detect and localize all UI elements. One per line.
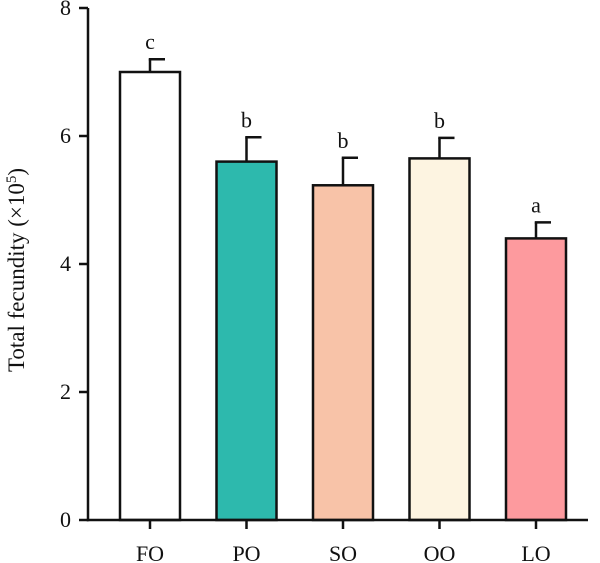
- y-axis-title-exponent: 5: [4, 176, 20, 184]
- significance-label: b: [241, 107, 252, 132]
- significance-label: b: [338, 128, 349, 153]
- y-axis-title-main: Total fecundity (×10: [4, 183, 29, 372]
- significance-label: b: [434, 108, 445, 133]
- y-axis-ticks: 0 2 4 6 8: [60, 0, 88, 532]
- bar-oo: [408, 157, 471, 522]
- x-axis-ticks: FO PO SO OO LO: [136, 520, 551, 563]
- y-tick-label: 0: [60, 507, 71, 532]
- bar-fo: [118, 70, 182, 522]
- bar-lo: [504, 237, 568, 522]
- significance-label: a: [531, 192, 541, 217]
- plot-area: c b b b a: [118, 29, 568, 522]
- x-tick-label: PO: [232, 541, 260, 563]
- y-tick-label: 6: [60, 123, 71, 148]
- y-tick-label: 8: [60, 0, 71, 20]
- x-tick-label: SO: [329, 541, 357, 563]
- significance-label: c: [145, 29, 155, 54]
- y-tick-label: 2: [60, 379, 71, 404]
- bar-so: [311, 184, 375, 522]
- y-axis-title-close: ): [4, 168, 29, 176]
- y-axis-title: Total fecundity (×105): [4, 168, 29, 372]
- x-tick-label: LO: [521, 541, 550, 563]
- y-tick-label: 4: [60, 251, 71, 276]
- x-tick-label: OO: [424, 541, 456, 563]
- x-tick-label: FO: [136, 541, 164, 563]
- bar-po: [215, 160, 278, 522]
